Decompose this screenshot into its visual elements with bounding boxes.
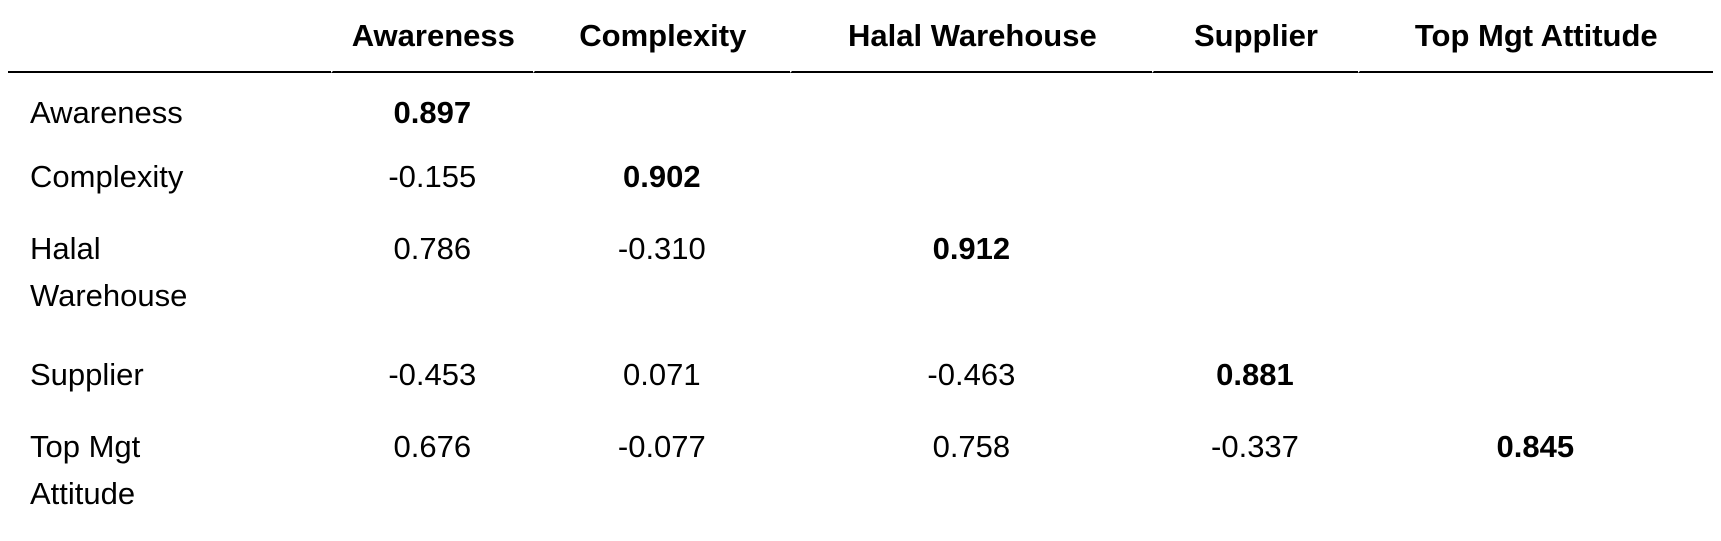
table-row-awareness: Awareness 0.897 (8, 73, 1713, 145)
row-label: Supplier (8, 343, 331, 415)
header-supplier: Supplier (1152, 0, 1358, 73)
cell: -0.077 (617, 429, 706, 464)
table-row-complexity: Complexity -0.155 0.902 (8, 145, 1713, 217)
row-label-text: Supplier (30, 357, 144, 392)
row-label-text: Complexity (30, 159, 184, 194)
cell: -0.463 (927, 357, 1016, 392)
cell (533, 73, 790, 145)
table-row-supplier: Supplier -0.453 0.071 -0.463 0.881 (8, 343, 1713, 415)
row-label: Awareness (8, 73, 331, 145)
cell (1358, 217, 1713, 343)
cell: 0.071 (623, 357, 701, 392)
row-label-text: Top Mgt Attitude (30, 429, 141, 511)
header-top-mgt-attitude: Top Mgt Attitude (1357, 0, 1713, 73)
cell: 0.676 (393, 429, 472, 464)
header-corner (8, 0, 332, 73)
cell (790, 145, 1152, 217)
row-label-text: Halal Warehouse (30, 231, 188, 313)
cell (1358, 73, 1713, 145)
cell (1358, 343, 1713, 415)
row-label-text: Awareness (30, 95, 183, 130)
cell: -0.337 (1211, 429, 1299, 464)
row-label: Top Mgt Attitude (8, 415, 331, 541)
cell-diagonal: 0.912 (932, 231, 1011, 266)
cell (1152, 217, 1357, 343)
row-label: Complexity (8, 145, 331, 217)
cell (1358, 145, 1713, 217)
cell-diagonal: 0.897 (393, 95, 472, 130)
cell-diagonal: 0.845 (1496, 429, 1575, 464)
cell-diagonal: 0.881 (1216, 357, 1294, 392)
cell: -0.155 (388, 159, 477, 194)
cell (1152, 145, 1357, 217)
header-halal-warehouse: Halal Warehouse (790, 0, 1153, 73)
cell (790, 73, 1152, 145)
table-header: Awareness Complexity Halal Warehouse Sup… (8, 0, 1713, 73)
correlation-table: Awareness Complexity Halal Warehouse Sup… (8, 0, 1713, 541)
header-complexity: Complexity (533, 0, 791, 73)
cell: 0.758 (932, 429, 1011, 464)
cell (1152, 73, 1357, 145)
header-row: Awareness Complexity Halal Warehouse Sup… (8, 0, 1713, 73)
header-awareness: Awareness (331, 0, 534, 73)
table-row-top-mgt-attitude: Top Mgt Attitude 0.676 -0.077 0.758 -0.3… (8, 415, 1713, 541)
row-label: Halal Warehouse (8, 217, 331, 343)
table-row-halal-warehouse: Halal Warehouse 0.786 -0.310 0.912 (8, 217, 1713, 343)
correlation-table-container: Awareness Complexity Halal Warehouse Sup… (8, 17, 1713, 511)
cell: -0.310 (617, 231, 706, 266)
cell-diagonal: 0.902 (623, 159, 701, 194)
cell: -0.453 (388, 357, 477, 392)
cell: 0.786 (393, 231, 472, 266)
table-body: Awareness 0.897 Complexity -0.155 0.902 … (8, 73, 1713, 541)
